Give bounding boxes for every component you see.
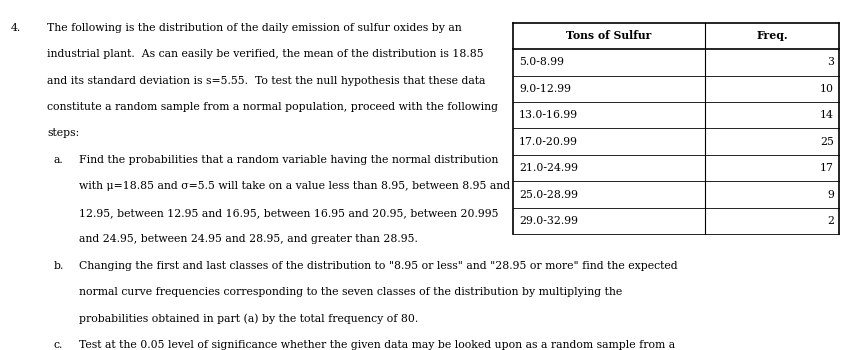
- Text: Tons of Sulfur: Tons of Sulfur: [566, 30, 652, 41]
- Text: normal curve frequencies corresponding to the seven classes of the distribution : normal curve frequencies corresponding t…: [79, 287, 622, 297]
- Text: 3: 3: [827, 57, 834, 68]
- Text: 9.0-12.99: 9.0-12.99: [519, 84, 571, 94]
- Text: Changing the first and last classes of the distribution to "8.95 or less" and "2: Changing the first and last classes of t…: [79, 260, 678, 271]
- Text: 2: 2: [827, 216, 834, 226]
- Text: constitute a random sample from a normal population, proceed with the following: constitute a random sample from a normal…: [47, 102, 498, 112]
- Text: a.: a.: [53, 155, 63, 165]
- Text: with μ=18.85 and σ=5.5 will take on a value less than 8.95, between 8.95 and: with μ=18.85 and σ=5.5 will take on a va…: [79, 181, 510, 191]
- Text: and 24.95, between 24.95 and 28.95, and greater than 28.95.: and 24.95, between 24.95 and 28.95, and …: [79, 234, 418, 244]
- Text: 5.0-8.99: 5.0-8.99: [519, 57, 564, 68]
- Text: 21.0-24.99: 21.0-24.99: [519, 163, 578, 173]
- Text: probabilities obtained in part (a) by the total frequency of 80.: probabilities obtained in part (a) by th…: [79, 314, 418, 324]
- Text: Find the probabilities that a random variable having the normal distribution: Find the probabilities that a random var…: [79, 155, 498, 165]
- Text: 17: 17: [820, 163, 834, 173]
- Text: The following is the distribution of the daily emission of sulfur oxides by an: The following is the distribution of the…: [47, 23, 462, 33]
- Text: 29.0-32.99: 29.0-32.99: [519, 216, 578, 226]
- Text: and its standard deviation is s=5.55.  To test the null hypothesis that these da: and its standard deviation is s=5.55. To…: [47, 76, 486, 86]
- Text: Test at the 0.05 level of significance whether the given data may be looked upon: Test at the 0.05 level of significance w…: [79, 340, 675, 350]
- Text: 9: 9: [827, 189, 834, 200]
- Text: 25: 25: [820, 136, 834, 147]
- Text: industrial plant.  As can easily be verified, the mean of the distribution is 18: industrial plant. As can easily be verif…: [47, 49, 484, 59]
- Text: 14: 14: [820, 110, 834, 120]
- Text: b.: b.: [53, 260, 63, 271]
- Text: 12.95, between 12.95 and 16.95, between 16.95 and 20.95, between 20.995: 12.95, between 12.95 and 16.95, between …: [79, 208, 498, 218]
- Text: 17.0-20.99: 17.0-20.99: [519, 136, 578, 147]
- Text: 25.0-28.99: 25.0-28.99: [519, 189, 578, 200]
- Text: 4.: 4.: [10, 23, 21, 33]
- Text: steps:: steps:: [47, 128, 80, 139]
- Text: Freq.: Freq.: [757, 30, 788, 41]
- Text: 10: 10: [820, 84, 834, 94]
- Text: c.: c.: [53, 340, 63, 350]
- Text: 13.0-16.99: 13.0-16.99: [519, 110, 578, 120]
